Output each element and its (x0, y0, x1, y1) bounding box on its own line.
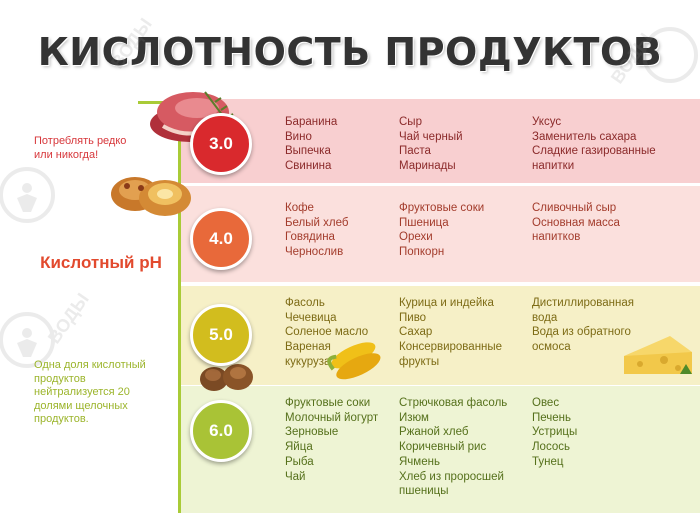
food-list: Уксус Заменитель сахара Сладкие газирова… (532, 116, 656, 173)
hazelnut-icon (200, 364, 253, 391)
corn-icon (327, 342, 381, 380)
ph-band-5: Фасоль Чечевица Соленое масло Вареная ку… (181, 286, 700, 385)
watermark-logo: ВОДЫ (0, 290, 93, 368)
acidic-ph-label: Кислотный pH (40, 253, 162, 272)
watermark-logo (0, 167, 55, 223)
food-list: Сливочный сыр Основная масса напитков (532, 202, 620, 244)
ph-value-badge: 3.0 (190, 113, 252, 175)
food-list: Фруктовые соки Пшеница Орехи Попкорн (399, 202, 485, 259)
food-list: Баранина Вино Выпечка Свинина (285, 116, 338, 173)
page-title: КИСЛОТНОСТЬ ПРОДУКТОВ (37, 30, 663, 74)
timeline-top (138, 101, 180, 104)
ph-value-badge: 6.0 (190, 400, 252, 462)
svg-text:ВОДЫ: ВОДЫ (44, 290, 93, 347)
ph-band-4: Кофе Белый хлеб Говядина Чернослив Фрукт… (181, 186, 700, 282)
ph-value-badge: 4.0 (190, 208, 252, 270)
food-list: Фасоль Чечевица Соленое масло Вареная ку… (285, 297, 369, 368)
food-list: Дистиллированная вода Вода из обратного … (532, 297, 634, 354)
ph-band-3: Баранина Вино Выпечка Свинина Сыр Чай че… (181, 99, 700, 183)
food-list: Кофе Белый хлеб Говядина Чернослив (285, 202, 349, 259)
watermark-logo: ВОДЫ (110, 14, 156, 72)
svg-text:ВОДЫ: ВОДЫ (607, 29, 656, 87)
neutralization-note: Одна доля кислотный продуктов нейтрализу… (34, 359, 146, 425)
food-list: Курица и индейка Пиво Сахар Консервирова… (399, 297, 503, 368)
watermark-logo: ВОДЫ (607, 27, 698, 87)
ph-value-badge: 5.0 (190, 304, 252, 366)
ph-band-6: Фруктовые соки Молочный йогурт Зерновые … (181, 386, 700, 513)
cheese-icon (624, 336, 692, 374)
pastry-icon (111, 177, 191, 216)
food-list: Стрючковая фасоль Изюм Ржаной хлеб Корич… (399, 397, 508, 498)
food-list: Овес Печень Устрицы Лосось Тунец (532, 397, 578, 468)
warning-note: Потреблять редко или никогда! (34, 135, 127, 161)
svg-text:ВОДЫ: ВОДЫ (110, 14, 156, 72)
food-list: Сыр Чай черный Паста Маринады (399, 116, 463, 173)
food-list: Фруктовые соки Молочный йогурт Зерновые … (285, 397, 379, 483)
timeline-line (178, 101, 181, 513)
